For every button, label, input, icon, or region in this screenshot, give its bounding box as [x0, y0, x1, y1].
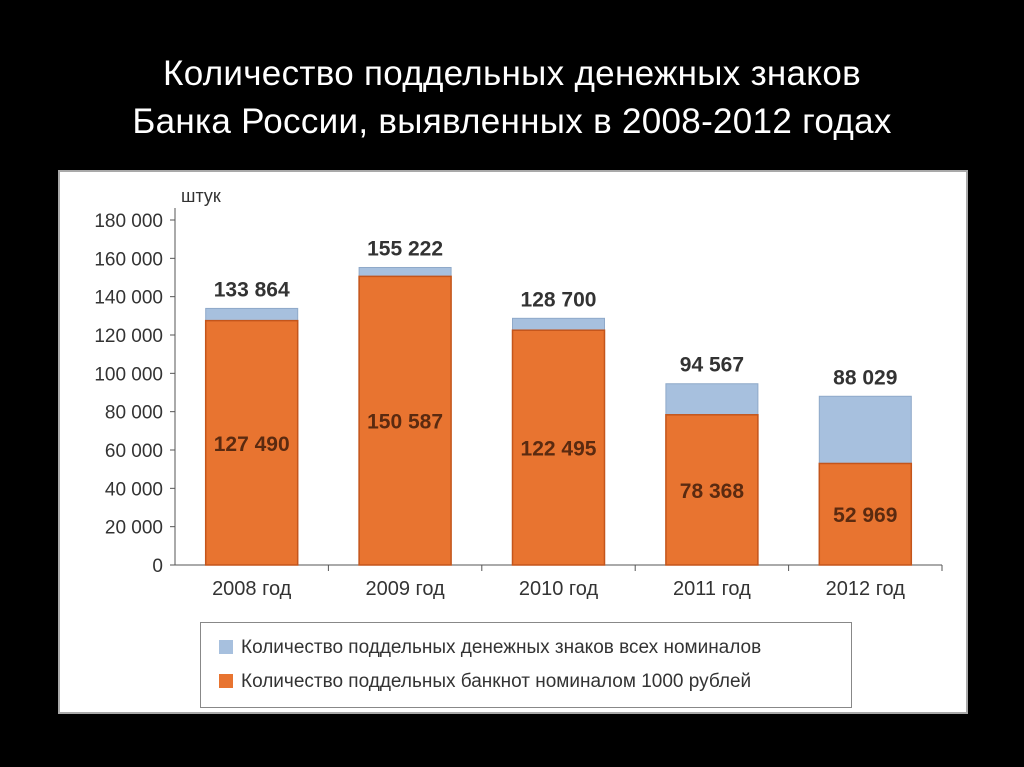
data-label-total: 88 029: [833, 366, 897, 389]
y-tick-label: 0: [152, 556, 163, 577]
data-label-total: 133 864: [214, 278, 290, 301]
data-label-1000-rub: 150 587: [367, 411, 443, 434]
chart-legend: Количество поддельных денежных знаков вс…: [200, 622, 852, 708]
data-label-1000-rub: 127 490: [214, 433, 290, 456]
y-tick-label: 60 000: [105, 441, 163, 462]
x-category-label: 2011 год: [673, 578, 751, 600]
bar-segment-all-denominations: [818, 395, 912, 464]
y-tick-label: 80 000: [105, 403, 163, 424]
bar-segment-all-denominations: [205, 307, 299, 322]
bar-segment-1000-rub: [818, 462, 913, 566]
y-unit-label: штук: [181, 186, 221, 206]
y-tick-label: 40 000: [105, 479, 163, 500]
bar-segment-all-denominations: [665, 383, 759, 416]
y-tick-label: 20 000: [105, 518, 163, 539]
x-category-label: 2008 год: [212, 578, 292, 600]
y-tick-label: 120 000: [94, 326, 163, 347]
legend-label-thousand: Количество поддельных банкнот номиналом …: [241, 671, 752, 692]
data-label-total: 94 567: [680, 354, 744, 377]
legend-swatch-total: [219, 640, 233, 654]
data-label-total: 128 700: [521, 288, 597, 311]
data-label-1000-rub: 122 495: [521, 438, 597, 461]
x-category-label: 2009 год: [365, 578, 445, 600]
y-tick-label: 160 000: [94, 249, 163, 270]
data-label-1000-rub: 52 969: [833, 504, 897, 527]
bar-segment-1000-rub: [511, 329, 606, 566]
data-label-1000-rub: 78 368: [680, 480, 745, 503]
data-label-total: 155 222: [367, 237, 443, 260]
title-line-2: Банка России, выявленных в 2008-2012 год…: [132, 102, 892, 141]
bar-segment-1000-rub: [204, 319, 299, 566]
bar-segment-all-denominations: [512, 317, 605, 331]
bar-segment-1000-rub: [665, 414, 759, 566]
title-line-1: Количество поддельных денежных знаков: [163, 54, 861, 93]
bar-segment-all-denominations: [358, 266, 452, 277]
legend-label-total: Количество поддельных денежных знаков вс…: [241, 637, 762, 658]
legend-swatch-thousand: [219, 674, 233, 688]
bar-segment-1000-rub: [358, 275, 452, 566]
y-tick-label: 140 000: [94, 288, 163, 309]
x-category-label: 2012 год: [826, 578, 906, 600]
slide-title: Количество поддельных денежных знаков Ба…: [0, 50, 1024, 146]
y-tick-label: 100 000: [94, 364, 163, 385]
y-tick-label: 180 000: [94, 211, 163, 232]
x-category-label: 2010 год: [519, 578, 599, 600]
